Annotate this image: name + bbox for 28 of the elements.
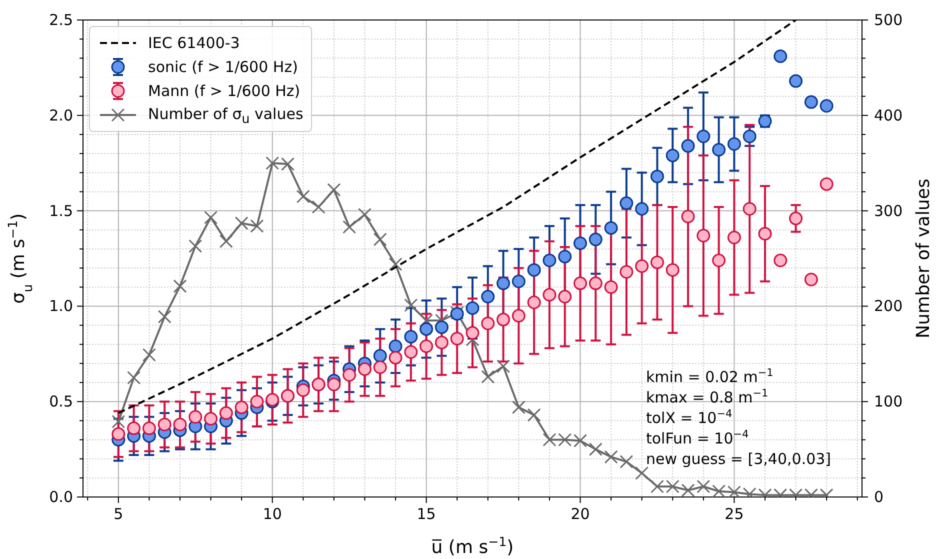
y2-tick-label: 200 [874,297,903,316]
y-tick-label: 2.5 [49,11,73,29]
y-tick-label: 1.5 [49,202,73,220]
legend-label: sonic (f > 1/600 Hz) [148,58,298,76]
x-tick-label: 5 [114,505,124,523]
legend-label: Mann (f > 1/600 Hz) [148,82,300,100]
y2-tick-label: 400 [874,106,903,124]
annotation: tolFun = 10$^{−4}$ [646,428,750,448]
y-tick-label: 0.5 [49,392,73,411]
x-axis-title: u̅ (m s$^{−1}$) [431,534,514,558]
annotation: kmax = 0.8 m$^{−1}$ [646,388,768,406]
annotation: tolX = 10$^{−4}$ [646,408,732,427]
x-tick-label: 25 [724,505,744,523]
y-tick-label: 0.0 [49,488,73,506]
y2-tick-label: 0 [874,488,884,506]
legend-label: IEC 61400-3 [148,34,240,52]
y2-axis-title: Number of values [913,178,934,338]
annotation: new guess = [3,40,0.03] [646,450,832,468]
y-tick-label: 1.0 [49,297,73,316]
y-tick-label: 2.0 [49,106,73,124]
y2-tick-label: 100 [874,392,903,411]
x-tick-label: 20 [570,505,590,523]
x-tick-label: 15 [416,505,436,523]
annotation: kmin = 0.02 m$^{−1}$ [646,367,774,386]
x-tick-label: 10 [262,505,282,523]
legend-label: Number of σ$_{u}$ values [148,104,304,126]
y2-tick-label: 300 [874,202,903,220]
y2-tick-label: 500 [874,11,903,29]
